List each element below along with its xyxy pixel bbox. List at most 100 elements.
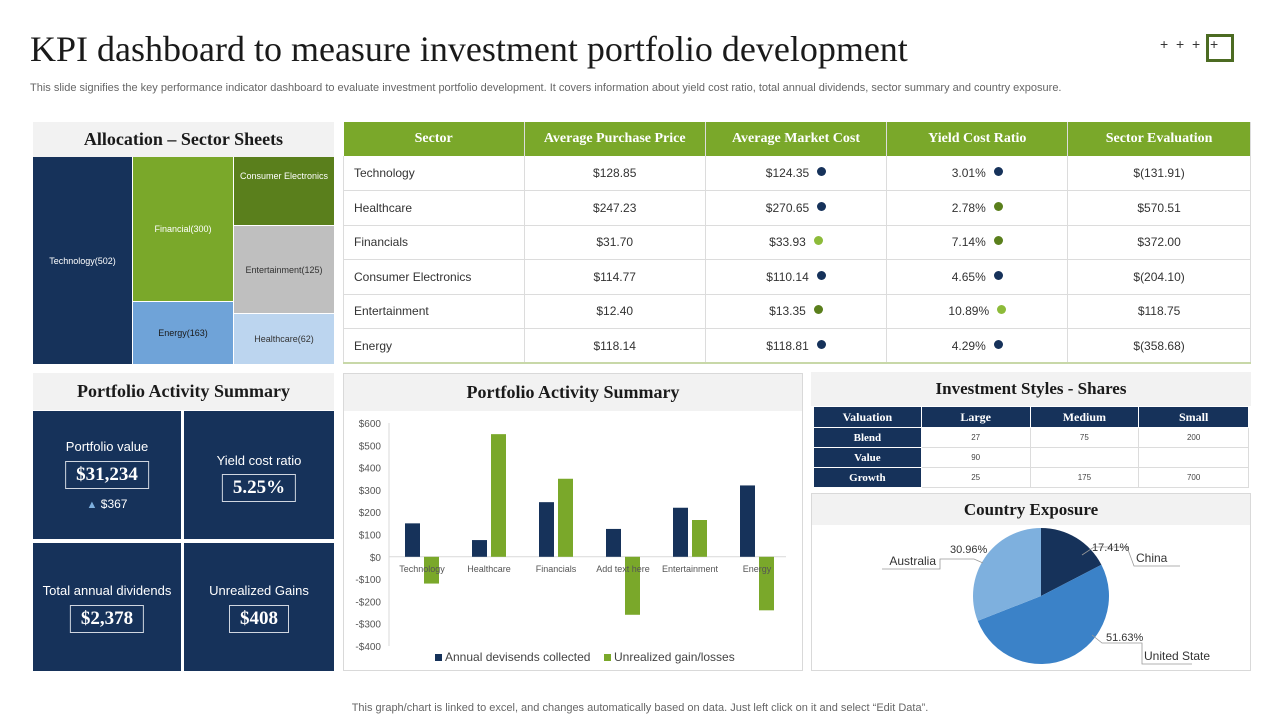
cell-evaluation: $(204.10) [1067, 259, 1251, 295]
card-label: Portfolio value [65, 439, 149, 454]
cell-evaluation: $(358.68) [1067, 328, 1251, 364]
slice-name-label: China [1136, 551, 1168, 565]
bar-dividends-technology[interactable] [405, 523, 420, 557]
table-row[interactable]: Healthcare $247.23 $270.65 2.78% $570.51 [343, 190, 1251, 226]
cell-market-cost: $270.65 [705, 190, 888, 226]
cell-small: 200 [1138, 427, 1249, 448]
cell-large: 90 [920, 447, 1031, 468]
cell-purchase-price: $114.77 [524, 259, 706, 295]
card-value: $31,234 [65, 461, 149, 489]
footer-note: This graph/chart is linked to excel, and… [351, 702, 929, 714]
cell-sector: Energy [343, 328, 525, 364]
leader-line-united-state [1091, 634, 1192, 665]
market-cost-value: $110.14 [766, 269, 809, 284]
x-category-label: Add text here [596, 564, 650, 574]
treemap-tile-energy[interactable]: Energy(163) [133, 302, 233, 364]
column-header: Medium [1029, 406, 1140, 428]
x-category-label: Entertainment [662, 564, 719, 574]
status-dot-icon [993, 201, 1003, 211]
bar-unrealized-financials[interactable] [558, 478, 573, 557]
column-header: Sector [343, 122, 525, 156]
y-tick-label: $500 [359, 441, 382, 452]
y-tick-label: -$300 [355, 620, 381, 631]
bar-unrealized-energy[interactable] [759, 556, 774, 611]
yield-cost-ratio-card: Yield cost ratio 5.25% [184, 411, 334, 539]
table-row[interactable]: Energy $118.14 $118.81 4.29% $(358.68) [343, 328, 1251, 364]
legend-swatch-unrealized [604, 654, 611, 661]
status-dot-icon [816, 339, 826, 349]
bar-unrealized-healthcare[interactable] [491, 434, 506, 557]
cell-large: 27 [920, 427, 1031, 448]
plus-icon: + [1160, 36, 1169, 52]
table-row[interactable]: Financials $31.70 $33.93 7.14% $372.00 [343, 225, 1251, 260]
bar-dividends-add-text-here[interactable] [606, 528, 621, 557]
page-title: KPI dashboard to measure investment port… [30, 29, 908, 69]
treemap-tile-healthcare[interactable]: Healthcare(62) [234, 314, 334, 364]
yield-ratio-value: 7.14% [951, 235, 986, 250]
legend-label-unrealized: Unrealized gain/losses [614, 650, 735, 664]
cell-evaluation: $(131.91) [1067, 156, 1251, 191]
bar-dividends-healthcare[interactable] [472, 540, 487, 557]
treemap-tile-consumer-electronics[interactable]: Consumer Electronics [234, 157, 334, 225]
x-category-label: Energy [743, 564, 772, 574]
cell-sector: Entertainment [343, 294, 525, 329]
status-dot-icon [813, 236, 823, 246]
column-header: Average Purchase Price [524, 122, 706, 156]
market-cost-value: $33.93 [769, 235, 806, 250]
status-dot-icon [993, 236, 1003, 246]
pie-slice-united-state[interactable] [977, 564, 1109, 664]
tile-label: Entertainment(125) [245, 264, 323, 275]
cell-yield-ratio: 10.89% [886, 294, 1069, 329]
pie-slice-australia[interactable] [973, 528, 1041, 621]
yield-ratio-value: 2.78% [951, 200, 986, 215]
cell-small: 700 [1138, 467, 1249, 488]
tile-label: Energy(163) [158, 328, 208, 338]
status-dot-icon [816, 270, 826, 280]
bar-dividends-entertainment[interactable] [673, 507, 688, 557]
cell-yield-ratio: 4.65% [886, 259, 1069, 295]
y-tick-label: $300 [359, 486, 382, 497]
plus-icon: + [1192, 36, 1201, 52]
country-exposure-panel: Country Exposure China 17.41% United State… [811, 493, 1251, 671]
cell-evaluation: $372.00 [1067, 225, 1251, 260]
cell-market-cost: $124.35 [705, 156, 888, 191]
cell-market-cost: $13.35 [705, 294, 888, 329]
pie-slice-china[interactable] [1041, 528, 1102, 596]
cell-purchase-price: $247.23 [524, 190, 706, 226]
change-value: $367 [100, 497, 128, 511]
x-category-label: Financials [536, 564, 577, 574]
legend-label-dividends: Annual devisends collected [445, 650, 590, 664]
status-dot-icon [993, 270, 1003, 280]
cell-evaluation: $118.75 [1067, 294, 1251, 329]
bar-dividends-energy[interactable] [740, 485, 755, 557]
plus-icon: + [1176, 36, 1185, 52]
bar-dividends-financials[interactable] [539, 502, 554, 557]
treemap-tile-financial[interactable]: Financial(300) [133, 157, 233, 301]
table-row[interactable]: Consumer Electronics $114.77 $110.14 4.65% $… [343, 259, 1251, 295]
table-row[interactable]: Entertainment $12.40 $13.35 10.89% $118.75 [343, 294, 1251, 329]
bar-unrealized-entertainment[interactable] [692, 520, 707, 557]
market-cost-value: $270.65 [765, 200, 810, 215]
x-category-label: Healthcare [467, 564, 511, 574]
cell-yield-ratio: 3.01% [886, 156, 1069, 191]
bar-unrealized-add-text-here[interactable] [625, 556, 640, 615]
y-tick-label: $100 [359, 531, 382, 542]
cell-medium [1029, 447, 1140, 468]
decoration-plus-icon: + + + + [1160, 34, 1236, 64]
market-cost-value: $13.35 [769, 304, 806, 319]
treemap-tile-technology[interactable]: Technology(502) [33, 157, 132, 364]
chart-title: Portfolio Activity Summary [344, 374, 802, 411]
sector-table: Sector Average Purchase Price Average Ma… [343, 122, 1251, 364]
cell-sector: Healthcare [343, 190, 525, 226]
yield-ratio-value: 3.01% [951, 166, 986, 180]
cell-purchase-price: $128.85 [524, 156, 706, 191]
activity-summary-title: Portfolio Activity Summary [33, 373, 334, 410]
bar-unrealized-technology[interactable] [424, 556, 439, 584]
investment-styles-table: Valuation Large Medium Small Blend 27 75 20… [813, 406, 1249, 488]
status-dot-icon [993, 339, 1003, 349]
treemap-tile-entertainment[interactable]: Entertainment(125) [234, 226, 334, 313]
slice-name-label: Australia [889, 554, 936, 568]
cell-sector: Technology [343, 156, 525, 191]
table-row[interactable]: Technology $128.85 $124.35 3.01% $(131.91) [343, 156, 1251, 191]
